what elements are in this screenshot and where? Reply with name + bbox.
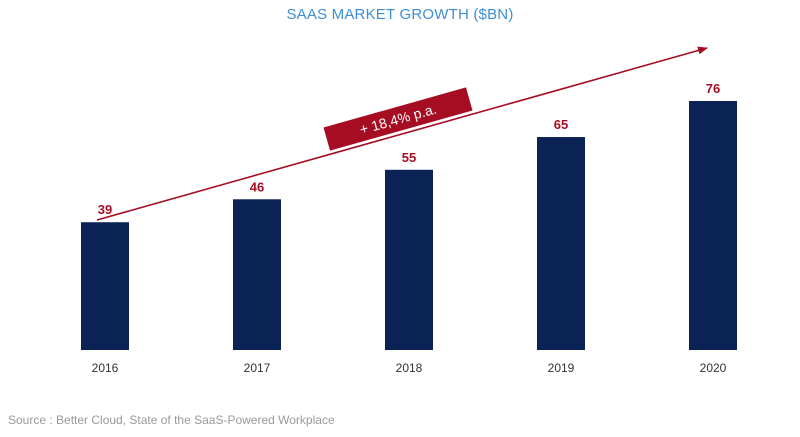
value-label-2016: 39 [98, 202, 112, 217]
chart-title: SAAS MARKET GROWTH ($BN) [286, 6, 514, 23]
growth-trend-arrow [96, 46, 708, 221]
bar-2018 [385, 169, 433, 350]
bar-2019 [537, 137, 585, 350]
growth-rate-label: + 18,4% p.a. [358, 101, 438, 138]
value-label-2020: 76 [706, 81, 720, 96]
x-tick-label-2017: 2017 [244, 361, 271, 375]
source-note: Source : Better Cloud, State of the SaaS… [8, 413, 335, 427]
growth-rate-tag-background [323, 87, 473, 151]
value-label-2019: 65 [554, 117, 568, 132]
growth-rate-tag: + 18,4% p.a. [323, 87, 473, 151]
value-label-2018: 55 [402, 150, 416, 165]
x-tick-label-2018: 2018 [396, 361, 423, 375]
x-tick-label-2020: 2020 [700, 361, 727, 375]
value-label-2017: 46 [250, 179, 264, 194]
bar-2017 [233, 199, 281, 350]
x-tick-label-2016: 2016 [92, 361, 119, 375]
bars-layer: 39 2016 46 2017 55 2018 65 2019 76 2020 [81, 81, 737, 375]
x-tick-label-2019: 2019 [548, 361, 575, 375]
bar-2016 [81, 222, 129, 350]
trend-layer: + 18,4% p.a. [96, 46, 708, 221]
bar-2020 [689, 101, 737, 350]
